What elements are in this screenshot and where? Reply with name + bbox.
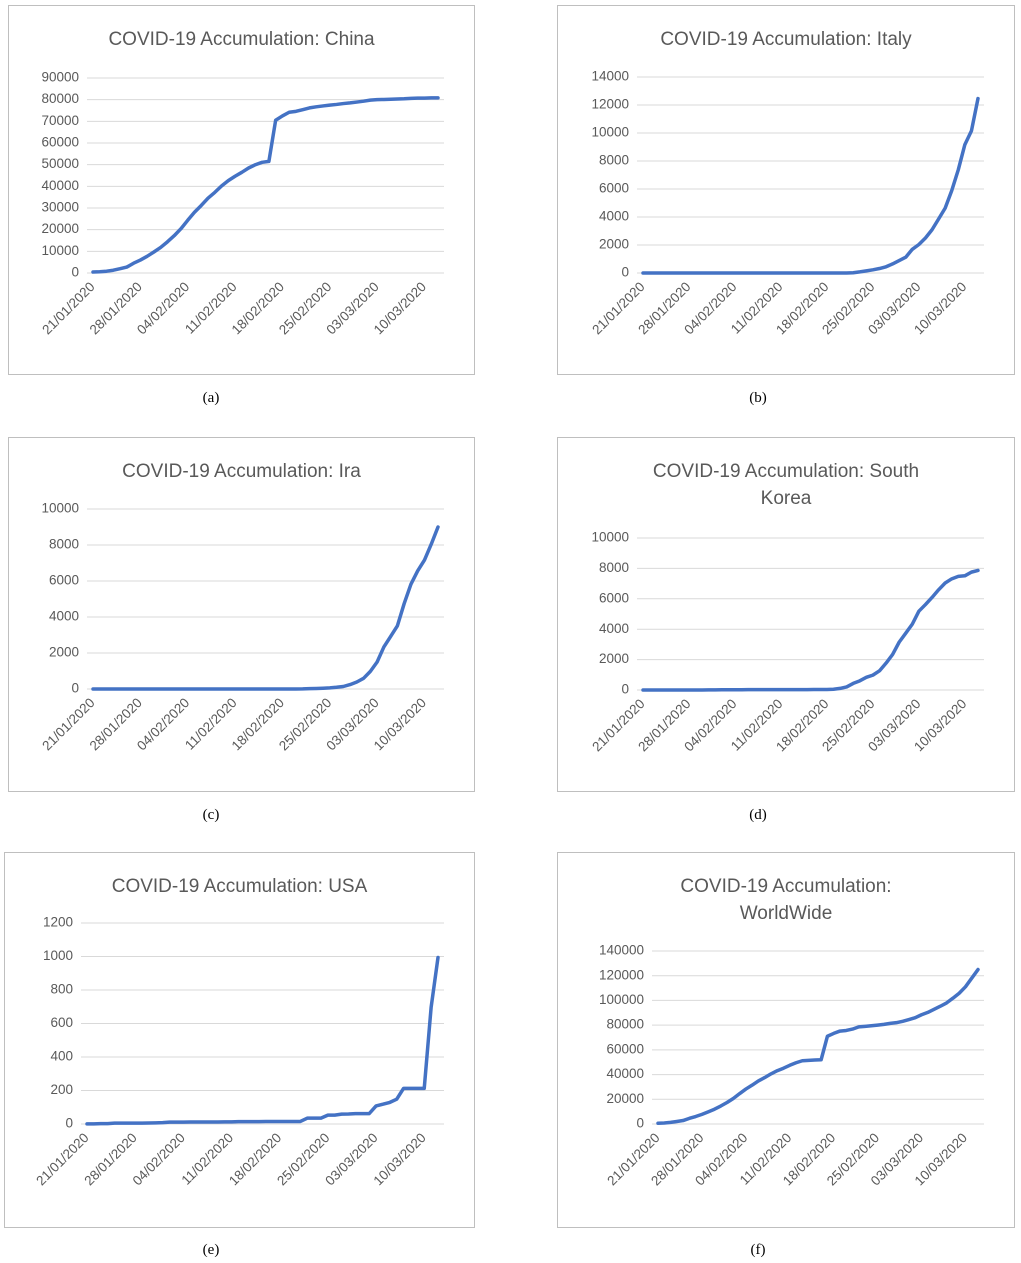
y-tick-label: 120000 (599, 967, 644, 982)
y-tick-label: 8000 (599, 560, 629, 575)
y-tick-label: 20000 (606, 1091, 644, 1106)
data-line (656, 967, 980, 1126)
chart: 0 10000 20000 30000 40000 50000 60000 70000 8000… (39, 70, 444, 337)
y-tick-label: 10000 (591, 125, 629, 140)
chart: 0200004000060000800001000001200001400002… (599, 943, 984, 1188)
chart-panel: 0 2000 4000 6000 8000 10000 21/01/2020 28/01/20… (557, 437, 1015, 792)
y-tick-label: 8000 (49, 537, 79, 552)
y-tick-label: 6000 (49, 573, 79, 588)
chart-title: COVID-19 Accumulation: WorldWide (680, 876, 892, 924)
y-tick-label: 2000 (49, 645, 79, 660)
y-tick-label: 80000 (41, 91, 79, 106)
y-tick-label: 0 (621, 265, 629, 280)
caption: (c) (202, 807, 220, 823)
chart-panel: 0 200 400 600 800 1000 1200 21/01/2020 28/01/202… (4, 852, 475, 1228)
y-tick-label: 6000 (599, 590, 629, 605)
y-tick-label: 400 (50, 1049, 73, 1064)
chart-panel: 0 2000 4000 6000 8000 10000 12000 14000 21/01/20… (557, 5, 1015, 375)
chart-panel: 0 2000 4000 6000 8000 10000 21/01/2020 28/01/20… (8, 437, 475, 792)
y-tick-label: 50000 (41, 156, 79, 171)
y-tick-label: 2000 (599, 651, 629, 666)
chart: 020004000600080001000021/01/202028/01/20… (589, 530, 984, 754)
y-tick-label: 12000 (591, 97, 629, 112)
y-tick-label: 8000 (599, 153, 629, 168)
caption: (d) (749, 807, 767, 823)
y-tick-label: 4000 (599, 621, 629, 636)
y-tick-label: 0 (71, 265, 79, 280)
y-tick-label: 200 (50, 1082, 73, 1097)
data-line (641, 96, 980, 275)
y-tick-label: 30000 (41, 200, 79, 215)
y-tick-label: 1000 (43, 948, 73, 963)
y-tick-label: 10000 (41, 243, 79, 258)
data-line (85, 955, 440, 1126)
y-tick-label: 4000 (49, 609, 79, 624)
y-tick-label: 0 (636, 1116, 644, 1131)
caption: (f) (750, 1242, 766, 1258)
chart-title: COVID-19 Accumulation: Italy (660, 29, 912, 50)
y-tick-label: 0 (65, 1116, 73, 1131)
chart: 020004000600080001000021/01/202028/01/20… (39, 501, 444, 753)
chart-title: COVID-19 Accumulation: Ira (122, 461, 361, 482)
y-tick-label: 40000 (606, 1066, 644, 1081)
y-tick-label: 14000 (591, 69, 629, 84)
x-tick-label: 10/03/2020 (370, 1130, 428, 1188)
data-line (641, 568, 980, 692)
chart-title: COVID-19 Accumulation: South Korea (652, 461, 920, 509)
y-tick-label: 90000 (41, 70, 79, 85)
y-tick-label: 4000 (599, 209, 629, 224)
y-tick-label: 800 (50, 982, 73, 997)
x-tick-label: 04/02/2020 (130, 1130, 188, 1188)
y-tick-label: 60000 (606, 1041, 644, 1056)
caption: (e) (202, 1242, 220, 1258)
y-tick-label: 10000 (591, 530, 629, 545)
chart-panel: 0 20000 40000 60000 80000 100000 120000 140000 2… (557, 852, 1015, 1228)
y-tick-label: 40000 (41, 178, 79, 193)
chart-title: COVID-19 Accumulation: China (108, 29, 375, 50)
data-line (91, 96, 440, 274)
chart-panel: 0 10000 20000 30000 40000 50000 60000 70000 8000… (8, 5, 475, 375)
y-tick-label: 6000 (599, 181, 629, 196)
y-tick-label: 1200 (43, 915, 73, 930)
y-tick-label: 60000 (41, 135, 79, 150)
y-tick-label: 600 (50, 1015, 73, 1030)
caption: (a) (202, 390, 220, 406)
y-tick-label: 2000 (599, 237, 629, 252)
y-tick-label: 0 (71, 681, 79, 696)
chart: 0200040006000800010000120001400021/01/20… (589, 69, 984, 337)
y-tick-label: 70000 (41, 113, 79, 128)
y-tick-label: 100000 (599, 992, 644, 1007)
y-tick-label: 10000 (41, 501, 79, 516)
caption: (b) (749, 390, 767, 406)
y-tick-label: 140000 (599, 943, 644, 958)
chart-title: COVID-19 Accumulation: USA (111, 876, 368, 897)
chart: 02004006008001000120021/01/202028/01/202… (33, 915, 444, 1188)
y-tick-label: 80000 (606, 1017, 644, 1032)
data-line (91, 525, 440, 691)
y-tick-label: 20000 (41, 221, 79, 236)
y-tick-label: 0 (621, 682, 629, 697)
